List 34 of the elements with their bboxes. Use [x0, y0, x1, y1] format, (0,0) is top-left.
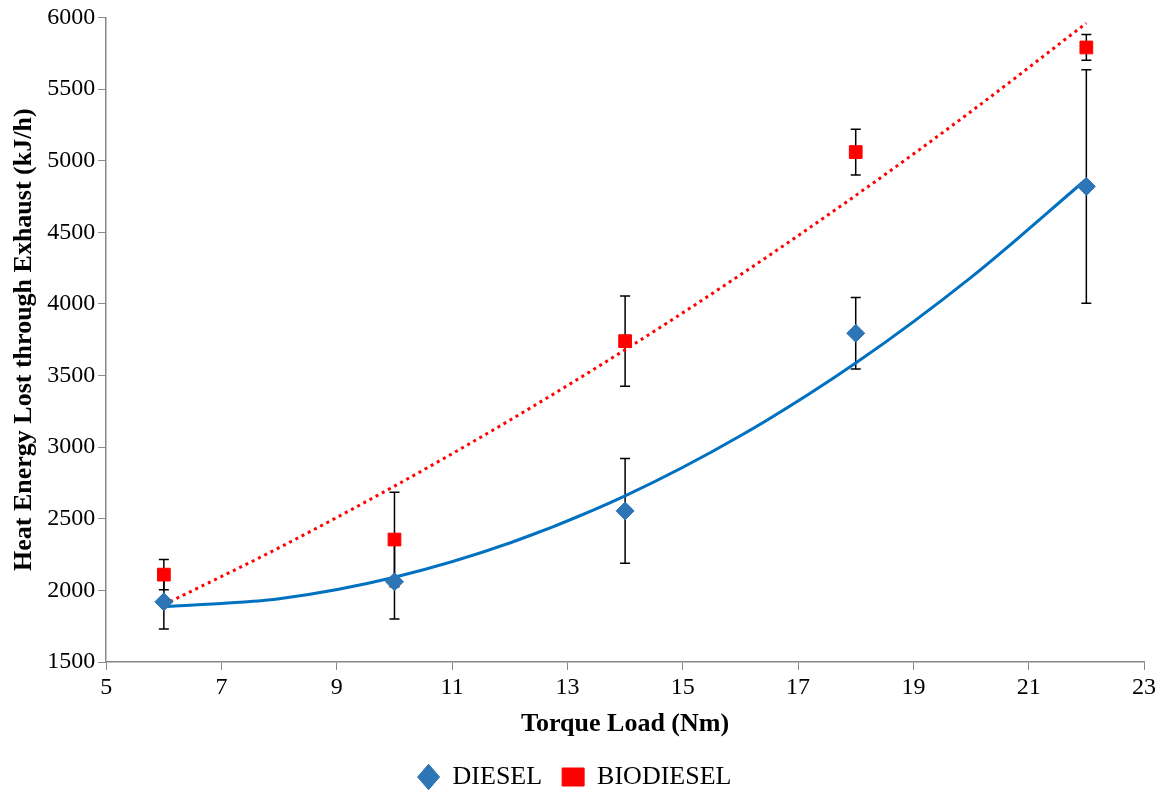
- x-tick-label: 5: [100, 672, 113, 699]
- point: [1079, 40, 1094, 55]
- x-tick-label: 17: [786, 672, 811, 699]
- y-axis-title: Heat Energy Lost through Exhaust (kJ/h): [8, 108, 38, 571]
- x-tick-label: 21: [1016, 672, 1041, 699]
- point: [387, 532, 402, 547]
- y-tick-label: 4000: [47, 289, 96, 316]
- x-tick-label: 11: [440, 672, 464, 699]
- x-tick-label: 9: [330, 672, 343, 699]
- x-tick-label: 19: [901, 672, 926, 699]
- y-tick-label: 3000: [47, 432, 96, 459]
- point: [1076, 176, 1096, 196]
- point: [618, 334, 632, 348]
- y-tick-label: 4500: [47, 217, 96, 244]
- x-axis-title: Torque Load (Nm): [521, 708, 730, 738]
- y-tick-label: 3500: [47, 360, 96, 387]
- x-tick-label: 23: [1132, 672, 1156, 699]
- y-tick-label: 5000: [47, 145, 96, 172]
- point: [848, 145, 863, 159]
- y-tick-label: 1500: [47, 647, 96, 674]
- y-tick-label: 6000: [47, 2, 96, 29]
- x-tick-label: 15: [670, 672, 695, 699]
- x-tick-label: 7: [215, 672, 228, 699]
- point: [154, 592, 174, 612]
- point: [846, 323, 866, 343]
- point: [615, 501, 635, 521]
- x-tick-label: 13: [555, 672, 580, 699]
- y-tick-label: 2000: [47, 575, 96, 602]
- point: [384, 572, 404, 592]
- legend-label: DIESEL: [452, 760, 543, 790]
- point: [156, 567, 171, 582]
- y-tick-label: 2500: [47, 504, 96, 531]
- y-tick-label: 5500: [47, 74, 96, 101]
- legend-label: BIODIESEL: [597, 760, 732, 790]
